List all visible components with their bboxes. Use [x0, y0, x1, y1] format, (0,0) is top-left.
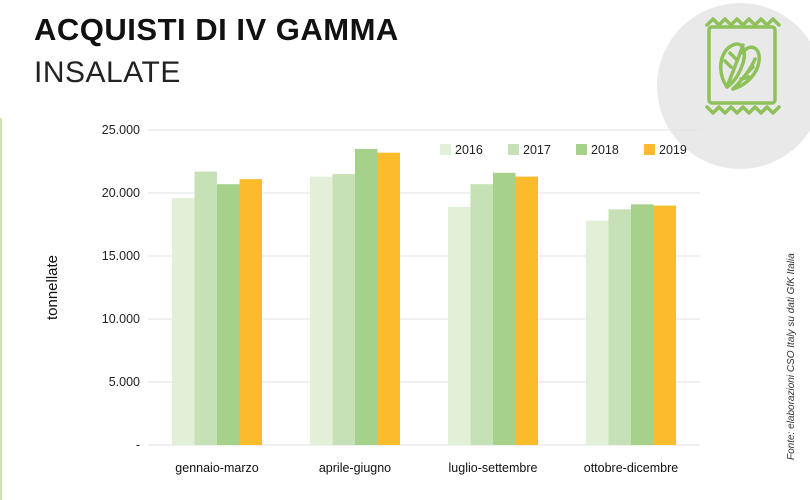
y-tick-label: 10.000 [102, 312, 140, 326]
x-category-label: aprile-giugno [319, 461, 391, 475]
y-tick-label: - [136, 438, 140, 452]
y-tick-label: 15.000 [102, 249, 140, 263]
bar-2019-aprile-giugno [377, 152, 400, 445]
panel-edge [0, 118, 2, 500]
bar-2016-ottobre-dicembre [586, 220, 609, 445]
bar-2019-gennaio-marzo [239, 179, 262, 445]
source-note: Fonte: elaborazioni CSO Italy su dati Gf… [786, 253, 797, 460]
bar-2017-luglio-settembre [470, 184, 493, 445]
legend-swatch-2017 [508, 144, 519, 155]
y-axis-label: tonnellate [44, 255, 61, 320]
page-subtitle: INSALATE [34, 56, 181, 89]
page-title: ACQUISTI DI IV GAMMA [34, 12, 399, 47]
legend-swatch-2019 [644, 144, 655, 155]
bar-2018-gennaio-marzo [217, 184, 240, 445]
y-tick-label: 5.000 [109, 375, 140, 389]
bar-2019-luglio-settembre [515, 176, 538, 445]
legend-label-2017: 2017 [523, 143, 551, 157]
x-category-label: luglio-settembre [449, 461, 538, 475]
y-tick-label: 25.000 [102, 123, 140, 137]
x-category-label: ottobre-dicembre [584, 461, 679, 475]
salad-bag-icon [705, 17, 781, 115]
legend-label-2016: 2016 [455, 143, 483, 157]
bar-2018-ottobre-dicembre [631, 204, 654, 445]
icon-badge [657, 3, 810, 169]
legend-swatch-2018 [576, 144, 587, 155]
legend-label-2018: 2018 [591, 143, 619, 157]
bar-2018-luglio-settembre [493, 172, 516, 445]
bar-2016-gennaio-marzo [172, 198, 195, 445]
bar-2016-aprile-giugno [310, 176, 333, 445]
legend-swatch-2016 [440, 144, 451, 155]
bar-2018-aprile-giugno [355, 148, 378, 445]
y-tick-label: 20.000 [102, 186, 140, 200]
bar-2019-ottobre-dicembre [653, 205, 676, 445]
bar-2017-gennaio-marzo [194, 171, 217, 445]
x-category-label: gennaio-marzo [175, 461, 258, 475]
legend-label-2019: 2019 [659, 143, 687, 157]
bar-2017-aprile-giugno [332, 174, 355, 445]
bar-2017-ottobre-dicembre [608, 209, 631, 445]
bar-2016-luglio-settembre [448, 206, 471, 445]
